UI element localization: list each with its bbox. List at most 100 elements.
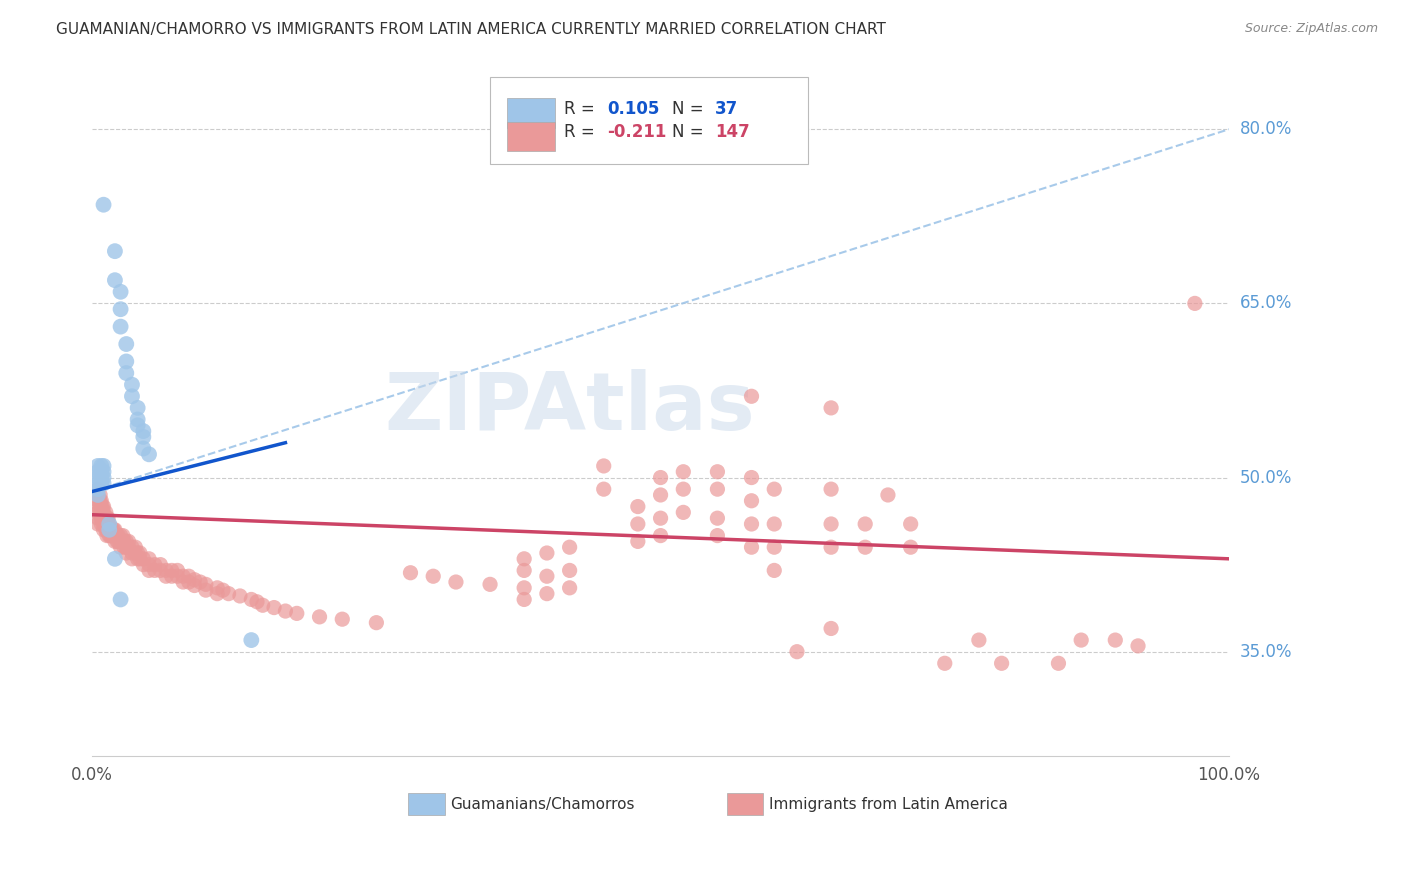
Point	[194, 583, 217, 598]
Point	[672, 505, 695, 519]
Point	[89, 505, 111, 519]
Point	[94, 516, 117, 531]
Point	[107, 528, 129, 542]
Point	[138, 447, 160, 461]
Point	[96, 523, 118, 537]
Point	[90, 458, 112, 473]
Point	[87, 482, 110, 496]
Point	[513, 581, 536, 595]
Point	[111, 534, 134, 549]
Text: 147: 147	[716, 123, 749, 141]
Point	[240, 592, 263, 607]
Point	[89, 500, 111, 514]
Point	[160, 569, 183, 583]
Point	[741, 389, 763, 403]
Point	[98, 523, 121, 537]
Point	[1126, 639, 1149, 653]
FancyBboxPatch shape	[491, 77, 808, 164]
Point	[127, 418, 149, 433]
Point	[166, 563, 188, 577]
Point	[110, 592, 132, 607]
Point	[513, 563, 536, 577]
Point	[127, 412, 149, 426]
Point	[820, 622, 842, 636]
Point	[115, 534, 138, 549]
Point	[132, 424, 155, 438]
Point	[96, 511, 118, 525]
Point	[820, 401, 842, 415]
Point	[399, 566, 422, 580]
Text: ZIPAtlas: ZIPAtlas	[384, 369, 755, 447]
Point	[121, 546, 143, 560]
Point	[285, 607, 308, 621]
Point	[155, 563, 177, 577]
Point	[105, 528, 128, 542]
Point	[558, 563, 581, 577]
Point	[763, 563, 786, 577]
Point	[177, 569, 200, 583]
Point	[172, 569, 194, 583]
Point	[183, 573, 205, 587]
Point	[706, 482, 728, 496]
Point	[124, 540, 146, 554]
Text: R =: R =	[564, 123, 600, 141]
Point	[183, 578, 205, 592]
Point	[741, 540, 763, 554]
Point	[246, 595, 269, 609]
Point	[104, 273, 127, 287]
Point	[93, 511, 115, 525]
Point	[100, 523, 122, 537]
Point	[143, 563, 166, 577]
Point	[96, 516, 118, 531]
Point	[706, 511, 728, 525]
Point	[117, 534, 139, 549]
Text: -0.211: -0.211	[607, 123, 666, 141]
Point	[513, 592, 536, 607]
Point	[194, 577, 217, 591]
Point	[87, 465, 110, 479]
Point	[91, 505, 114, 519]
Point	[763, 516, 786, 531]
Point	[110, 528, 132, 542]
Point	[94, 505, 117, 519]
Point	[127, 546, 149, 560]
Point	[132, 558, 155, 572]
Point	[366, 615, 388, 630]
Text: 35.0%: 35.0%	[1240, 643, 1292, 661]
Point	[627, 534, 650, 549]
Point	[93, 476, 115, 491]
Point	[93, 198, 115, 212]
Point	[240, 633, 263, 648]
Point	[143, 558, 166, 572]
Point	[97, 516, 120, 531]
Point	[650, 470, 672, 484]
FancyBboxPatch shape	[508, 122, 555, 151]
Point	[741, 493, 763, 508]
Point	[93, 500, 115, 514]
Point	[105, 534, 128, 549]
Point	[706, 465, 728, 479]
Point	[536, 546, 558, 560]
Point	[117, 540, 139, 554]
Text: Immigrants from Latin America: Immigrants from Latin America	[769, 797, 1008, 812]
Point	[138, 558, 160, 572]
Point	[149, 563, 172, 577]
Point	[149, 558, 172, 572]
Point	[97, 511, 120, 525]
Point	[97, 523, 120, 537]
Point	[741, 516, 763, 531]
Point	[1104, 633, 1126, 648]
Point	[592, 482, 614, 496]
Point	[90, 476, 112, 491]
Point	[104, 244, 127, 259]
Point	[558, 581, 581, 595]
Point	[89, 493, 111, 508]
Point	[110, 319, 132, 334]
Point	[536, 569, 558, 583]
Point	[112, 540, 135, 554]
Point	[93, 465, 115, 479]
Point	[706, 528, 728, 542]
Point	[274, 604, 297, 618]
Point	[98, 528, 121, 542]
Point	[422, 569, 444, 583]
